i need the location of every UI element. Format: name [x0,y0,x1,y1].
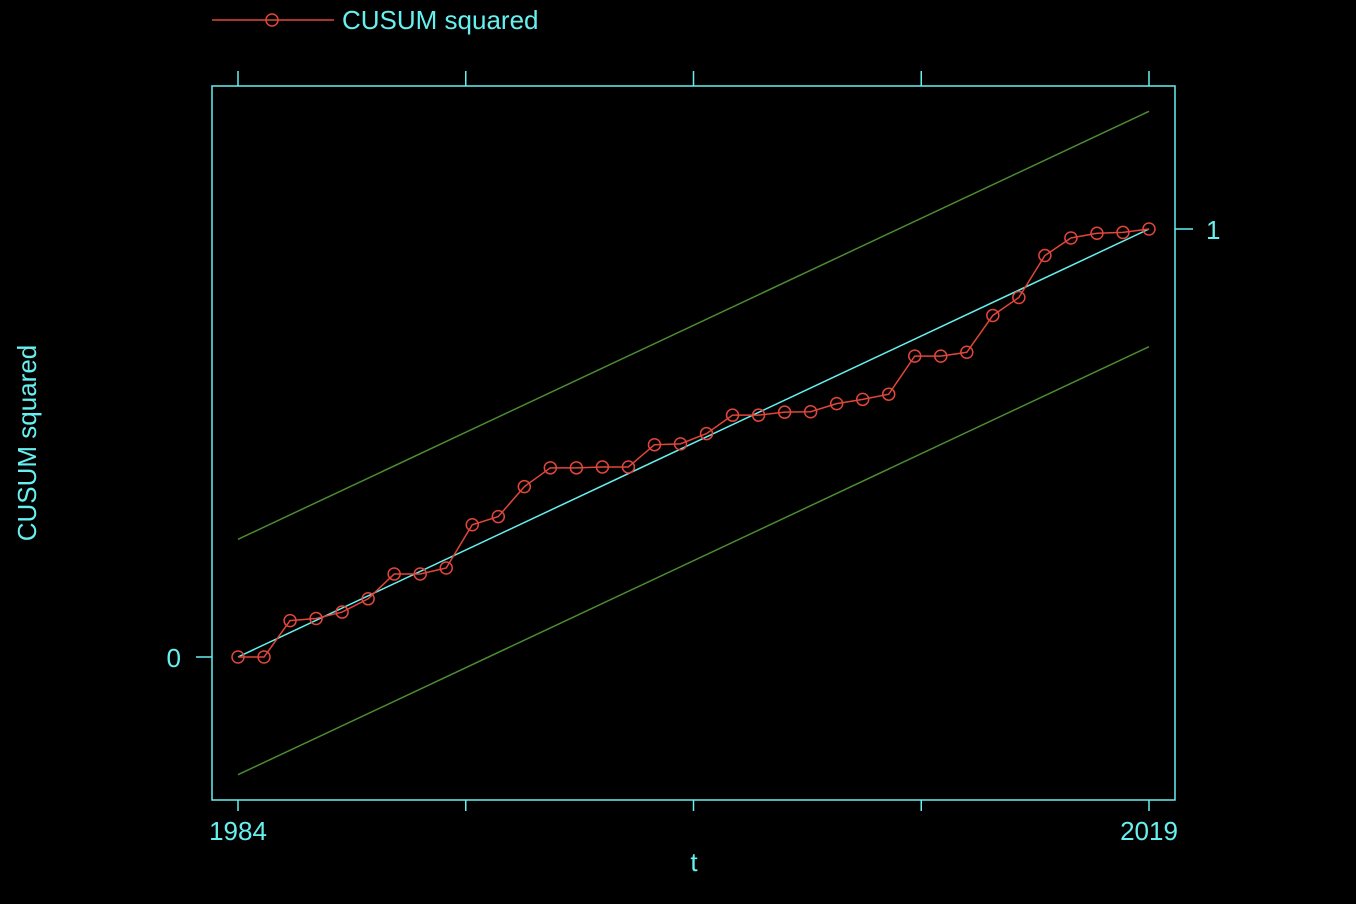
legend: CUSUM squared [212,5,539,35]
x-tick-label: 1984 [209,816,267,846]
data-point [829,396,844,411]
reference-layer [237,228,1150,658]
data-point [543,461,558,475]
lower-bound-line [237,346,1150,776]
upper-bound-line [237,110,1150,540]
reference-line [237,228,1150,658]
data-point [1090,226,1104,241]
legend-marker [265,13,279,27]
data-point [569,461,584,475]
data-point [491,509,506,524]
data-point [907,349,922,363]
x-tick-label: 2019 [1120,816,1178,846]
data-point [725,408,740,422]
data-point [934,349,948,363]
data-point [986,308,1000,323]
data-point [517,479,532,494]
data-point [699,426,714,441]
data-point [647,437,662,452]
data-point [1064,231,1078,245]
data-point [361,592,375,606]
data-point [439,561,453,575]
data-point [751,408,766,422]
data-point [803,405,818,419]
y-axis-label: CUSUM squared [12,345,42,542]
data-point [881,387,896,401]
data-point [595,460,610,474]
y-tick-label: 0 [167,643,181,673]
data-point [283,613,297,628]
y-tick-label: 1 [1206,215,1220,245]
data-point [387,567,401,581]
x-axis-label: t [690,847,698,877]
data-point [335,605,349,619]
data-point [413,567,427,581]
data-point [1012,290,1026,305]
data-point [960,345,974,360]
data-point [673,437,688,451]
data-point [1142,222,1156,236]
data-point [465,517,480,532]
legend-label: CUSUM squared [342,5,539,35]
data-point [257,650,271,664]
y-axis-ticks: 01 [167,215,1221,673]
data-point [855,392,870,407]
x-axis-ticks: 1984 2019 [209,71,1178,846]
data-point [1038,248,1052,263]
data-point [621,460,636,474]
data-point [309,611,323,626]
series-layer [231,222,1156,664]
data-point [231,650,245,664]
data-point [777,405,792,419]
bounds-layer [237,110,1150,776]
data-point [1116,225,1130,240]
